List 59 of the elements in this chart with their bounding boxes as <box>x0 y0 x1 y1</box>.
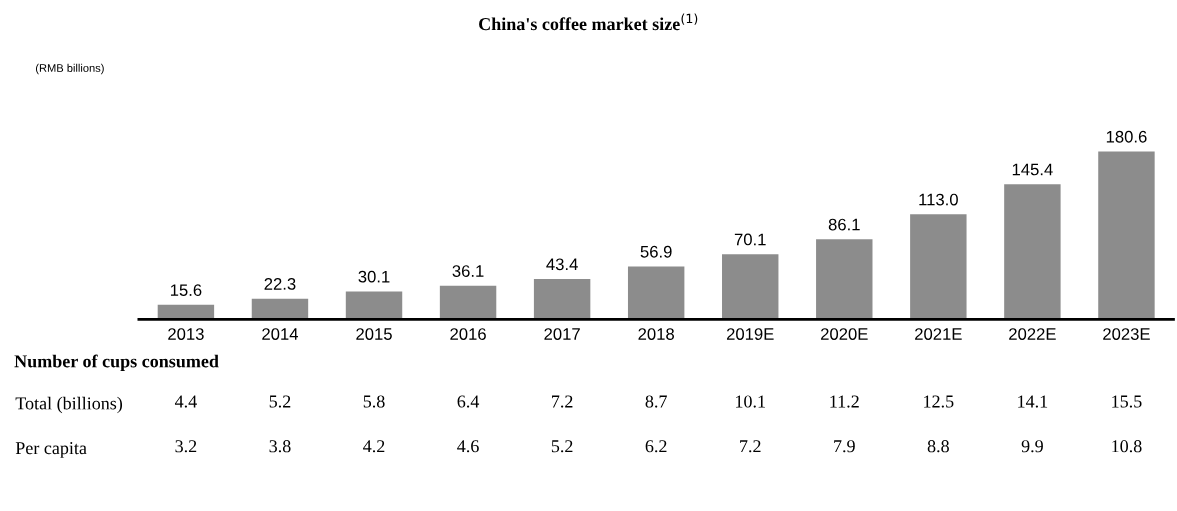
data-label: 22.3 <box>264 277 296 290</box>
data-label: 10.1 <box>736 395 765 408</box>
y-tick-label: Per capita <box>15 442 87 458</box>
data-label: 56.9 <box>640 245 672 258</box>
x-tick-label: 2022E <box>1009 328 1056 340</box>
x-tick-label: 2019E <box>726 328 774 340</box>
data-label: 7.9 <box>834 440 855 453</box>
data-label: 4.2 <box>363 440 385 453</box>
data-label: 113.0 <box>919 193 958 206</box>
x-tick-label: 2014 <box>262 328 299 340</box>
data-label: 43.4 <box>546 258 578 271</box>
bar <box>722 254 779 320</box>
bar <box>251 298 309 320</box>
data-label: 7.2 <box>740 440 761 453</box>
data-label: 3.8 <box>269 440 291 453</box>
chart-title: Number of cups consumed <box>14 354 219 372</box>
bar <box>910 214 967 320</box>
x-tick-label: 2017 <box>544 328 580 340</box>
data-label: 12.5 <box>924 395 954 408</box>
data-label: 4.4 <box>174 395 197 408</box>
data-label: 3.2 <box>175 440 197 453</box>
data-label: 15.5 <box>1112 395 1142 408</box>
x-tick-label: 2020E <box>821 328 868 340</box>
data-label: 14.1 <box>1018 395 1048 408</box>
x-tick-label: 2023E <box>1103 328 1150 340</box>
bar <box>439 285 497 320</box>
x-tick-label: 2013 <box>168 328 204 340</box>
bar <box>345 291 403 320</box>
data-label: 86.1 <box>828 218 860 231</box>
chart-title: China's coffee market size$^{(1)}$ <box>479 13 698 31</box>
data-label: 70.1 <box>734 233 766 246</box>
data-label: 6.4 <box>457 395 480 408</box>
y-tick-label: Total (billions) <box>15 396 123 414</box>
data-label: 8.7 <box>645 395 667 408</box>
bar <box>1098 151 1155 320</box>
data-label: 7.2 <box>552 395 573 408</box>
data-label: 8.8 <box>927 440 949 453</box>
x-tick-label: 2018 <box>638 328 674 340</box>
bar <box>533 279 591 320</box>
y-axis-title: (RMB billions) <box>36 63 104 75</box>
data-label: 145.4 <box>1012 163 1053 176</box>
data-label: 30.1 <box>358 270 390 283</box>
data-label: 5.8 <box>363 395 385 408</box>
x-tick-label: 2015 <box>356 328 392 340</box>
data-label: 5.2 <box>551 440 573 453</box>
data-label: 11.2 <box>830 395 859 408</box>
data-label: 36.1 <box>452 265 484 277</box>
data-label: 180.6 <box>1106 130 1147 143</box>
data-label: 15.6 <box>170 284 202 297</box>
data-label: 6.2 <box>645 440 667 453</box>
data-label: 9.9 <box>1021 440 1043 453</box>
data-label: 4.6 <box>457 440 479 453</box>
bar <box>627 266 685 320</box>
data-label: 5.2 <box>269 395 291 408</box>
bar <box>1004 184 1061 320</box>
data-label: 10.8 <box>1112 440 1142 453</box>
x-tick-label: 2016 <box>450 328 486 340</box>
x-tick-label: 2021E <box>915 328 962 340</box>
bar <box>816 239 873 320</box>
